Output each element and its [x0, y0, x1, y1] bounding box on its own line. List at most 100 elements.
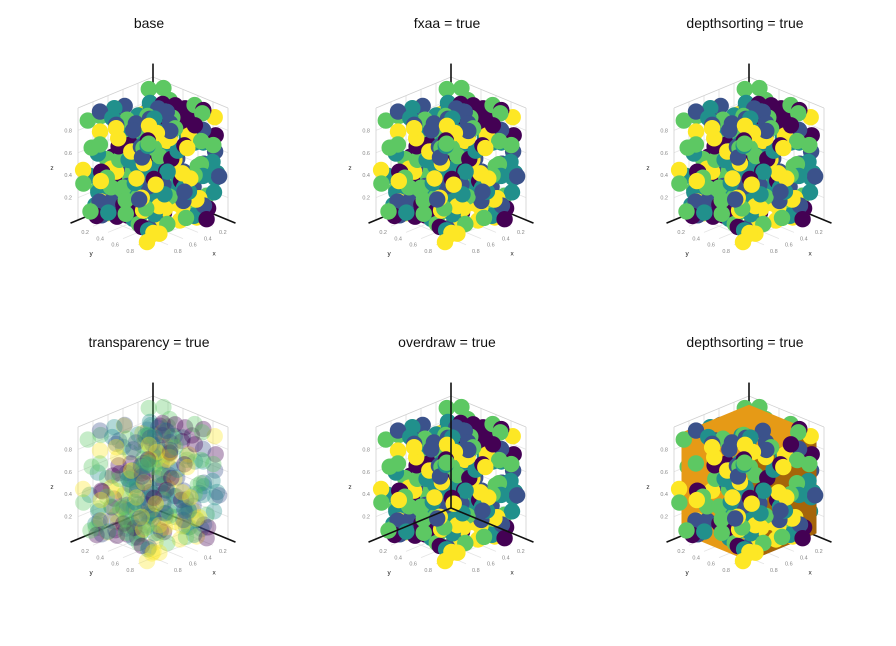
- x-axis-label: x: [511, 570, 515, 577]
- scatter-point: [204, 472, 221, 490]
- scatter-point: [154, 460, 171, 477]
- scatter-point: [475, 209, 493, 227]
- z-tick-label: 0.4: [362, 492, 370, 498]
- scatter-point: [736, 135, 753, 152]
- scatter-point: [687, 422, 705, 439]
- scatter-point: [88, 526, 105, 544]
- scatter-point: [110, 432, 128, 449]
- grid-edge: [152, 395, 229, 428]
- scatter-point: [207, 446, 224, 463]
- scatter-point: [398, 204, 415, 221]
- y-tick-label: 0.4: [692, 236, 700, 242]
- scatter-point: [195, 474, 213, 491]
- grid-edge: [375, 76, 452, 109]
- scatter-point: [92, 491, 110, 509]
- scatter-point: [175, 498, 193, 516]
- y-tick-label: 0.8: [722, 568, 730, 574]
- scatter-point: [75, 494, 92, 511]
- z-tick-label: 0.8: [362, 128, 370, 134]
- scatter-point: [484, 436, 502, 453]
- scatter-point: [91, 136, 109, 153]
- scatter-point: [93, 526, 111, 543]
- scatter-point: [139, 541, 157, 558]
- scatter-point: [133, 468, 151, 485]
- scatter-point: [146, 426, 164, 443]
- scatter-point: [117, 192, 134, 209]
- scatter-point: [163, 469, 180, 487]
- scatter-point: [138, 463, 156, 480]
- scatter-point: [81, 486, 98, 503]
- z-axis-label: z: [348, 484, 351, 491]
- scatter-point: [140, 427, 157, 444]
- scatter-point: [100, 523, 117, 540]
- scatter-point: [90, 500, 107, 517]
- panel-1: base 0.2 0.4 0.6 0.8 0.2 0.4 0.6 0.8 0.2 0.4 0.6 0.…: [0, 0, 298, 323]
- scatter-point: [159, 482, 176, 499]
- scatter-point: [678, 203, 695, 220]
- scatter-point: [713, 511, 730, 528]
- scatter-point: [102, 479, 120, 496]
- scatter-point: [107, 120, 125, 137]
- z-tick-label: 0.8: [660, 447, 668, 453]
- z-tick-label: 0.8: [64, 128, 72, 134]
- scatter-point: [373, 494, 390, 511]
- scatter-point: [140, 497, 157, 514]
- scatter-point: [185, 526, 203, 543]
- scatter-point: [123, 515, 140, 532]
- scatter-point: [438, 454, 455, 471]
- scatter-point: [148, 443, 166, 461]
- scatter-point: [83, 458, 100, 475]
- scatter-point: [90, 515, 107, 533]
- scatter-point: [118, 430, 136, 447]
- scatter-point: [140, 436, 158, 453]
- scatter-point: [736, 454, 753, 471]
- scatter-point: [194, 105, 211, 122]
- scatter-point: [123, 462, 140, 479]
- scatter-point: [91, 103, 109, 120]
- axes-lines-front: [368, 382, 534, 543]
- scatter-point: [139, 456, 156, 473]
- x-axis-label: x: [213, 251, 217, 258]
- scatter-point: [154, 423, 171, 441]
- scatter-point: [132, 457, 150, 474]
- scatter-point: [108, 527, 126, 544]
- scatter-points: [74, 79, 228, 251]
- scatter-point: [159, 446, 176, 463]
- scatter-point: [161, 444, 179, 461]
- y-tick-label: 0.4: [692, 555, 700, 561]
- scatter-point: [176, 502, 193, 519]
- scatter-point: [118, 464, 136, 481]
- scatter-point: [156, 509, 174, 526]
- x-axis-label: x: [809, 570, 813, 577]
- scatter-point: [142, 451, 159, 469]
- tick-labels: 0.2 0.4 0.6 0.8 0.2 0.4 0.6 0.8 0.2 0.4 0.6 0.8 z x y: [50, 128, 226, 257]
- scatter-point: [135, 474, 153, 491]
- scatter-point: [161, 448, 178, 466]
- scatter-point: [135, 454, 152, 472]
- scatter-point: [122, 462, 140, 479]
- scatter-point: [794, 530, 811, 547]
- grid-line: [107, 520, 184, 552]
- grid-line: [137, 513, 214, 546]
- scatter-point: [159, 418, 177, 435]
- scatter-point: [145, 510, 162, 528]
- scatter-point: [198, 211, 215, 228]
- scatter-point: [177, 528, 195, 546]
- scatter-point: [98, 469, 116, 487]
- y-tick-label: 0.6: [707, 243, 715, 249]
- scatter-point: [477, 458, 494, 476]
- scatter-point: [138, 519, 155, 536]
- scatter-point: [191, 484, 208, 502]
- scatter-point: [125, 462, 142, 479]
- scatter-point: [183, 427, 201, 444]
- scatter-point: [92, 426, 109, 444]
- grid-edge: [77, 76, 154, 109]
- scatter-point: [389, 442, 407, 459]
- z-tick-label: 0.6: [64, 470, 72, 476]
- x-tick-label: 0.6: [785, 243, 793, 249]
- scatter-point: [152, 522, 169, 539]
- x-tick-label: 0.4: [204, 555, 212, 561]
- scatter3d-plot: 0.2 0.4 0.6 0.8 0.2 0.4 0.6 0.8 0.2 0.4 0.6 0.8 z x y: [50, 382, 236, 577]
- scatter-point: [166, 416, 184, 433]
- scatter-points: [670, 79, 824, 251]
